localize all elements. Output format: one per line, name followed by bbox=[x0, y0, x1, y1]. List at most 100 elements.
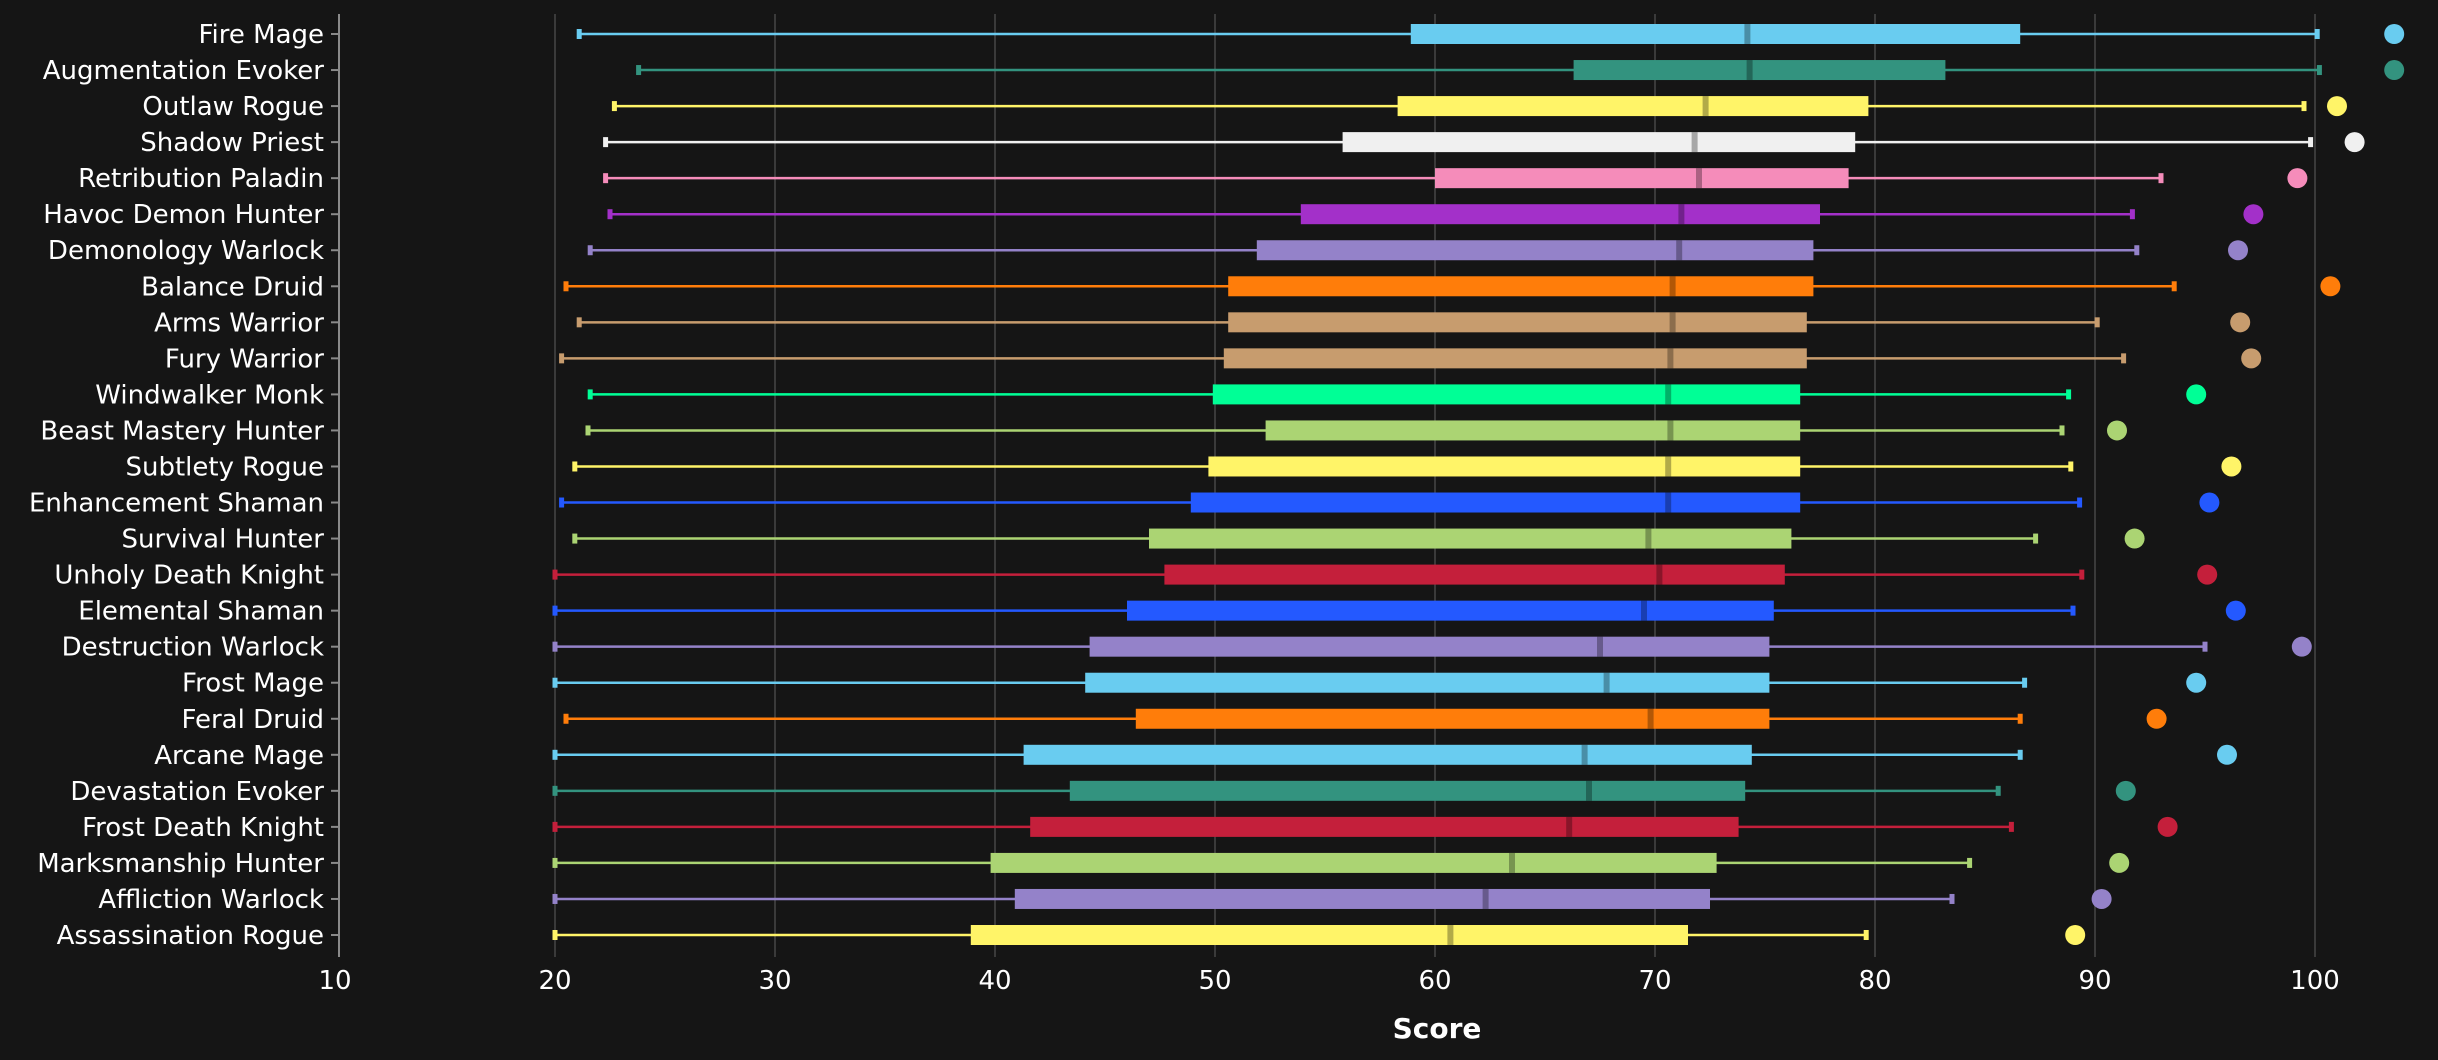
whisker-min-cap bbox=[559, 353, 565, 364]
top-score-dot bbox=[2197, 564, 2218, 585]
top-score-dot bbox=[2186, 672, 2207, 693]
top-score-dot bbox=[2091, 888, 2112, 909]
box-row: Subtlety Rogue bbox=[125, 452, 2242, 482]
whisker-min-cap bbox=[587, 245, 593, 256]
iqr-box bbox=[970, 925, 1688, 945]
box-row: Enhancement Shaman bbox=[29, 489, 2220, 519]
x-tick-label: 20 bbox=[538, 966, 571, 996]
whisker-min-cap bbox=[552, 857, 558, 868]
median-marker bbox=[1665, 456, 1672, 477]
median-marker bbox=[1641, 600, 1647, 621]
whisker-max-cap bbox=[2202, 641, 2208, 652]
whisker-min-cap bbox=[572, 461, 578, 472]
category-label: Destruction Warlock bbox=[62, 633, 324, 663]
whisker-min-cap bbox=[636, 65, 642, 76]
whisker-max-cap bbox=[2068, 461, 2074, 472]
iqr-box bbox=[1212, 384, 1801, 405]
category-label: Windwalker Monk bbox=[95, 380, 324, 410]
median-marker bbox=[1645, 528, 1652, 549]
category-label: Fire Mage bbox=[198, 20, 324, 50]
box-rows: Fire Mage Augmentation Evoker Outlaw Rogue… bbox=[29, 20, 2405, 951]
x-tick-label: 10 bbox=[318, 966, 351, 996]
x-tick-label: 50 bbox=[1198, 966, 1231, 996]
box-row: Elemental Shaman bbox=[78, 597, 2246, 627]
median-marker bbox=[1669, 312, 1676, 333]
box-row: Retribution Paladin bbox=[78, 164, 2308, 194]
top-score-dot bbox=[2344, 132, 2365, 153]
iqr-box bbox=[1023, 744, 1752, 765]
whisker-max-cap bbox=[2022, 677, 2028, 688]
iqr-box bbox=[1135, 708, 1770, 729]
top-score-dot bbox=[2186, 384, 2207, 405]
whisker-max-cap bbox=[2158, 173, 2164, 184]
category-label: Arcane Mage bbox=[154, 741, 324, 771]
median-marker bbox=[1581, 744, 1588, 765]
x-tick-label: 60 bbox=[1418, 966, 1451, 996]
category-label: Shadow Priest bbox=[140, 128, 324, 158]
iqr-box bbox=[990, 852, 1717, 873]
category-label: Augmentation Evoker bbox=[43, 56, 325, 86]
top-score-dot bbox=[2320, 276, 2341, 297]
box-row: Arms Warrior bbox=[154, 308, 2251, 338]
whisker-max-cap bbox=[2134, 245, 2140, 256]
category-label: Demonology Warlock bbox=[48, 236, 324, 266]
iqr-box bbox=[1300, 204, 1820, 225]
x-tick-label: 90 bbox=[2078, 966, 2111, 996]
median-marker bbox=[1482, 888, 1489, 909]
category-label: Havoc Demon Hunter bbox=[43, 200, 324, 230]
whisker-min-cap bbox=[552, 605, 558, 616]
median-marker bbox=[1566, 816, 1573, 837]
median-marker bbox=[1696, 168, 1702, 189]
whisker-max-cap bbox=[2121, 353, 2127, 364]
median-marker bbox=[1586, 780, 1592, 801]
whisker-min-cap bbox=[587, 389, 593, 400]
box-row: Augmentation Evoker bbox=[43, 56, 2405, 86]
whisker-max-cap bbox=[2008, 821, 2014, 832]
top-score-dot bbox=[2241, 348, 2262, 369]
category-label: Survival Hunter bbox=[122, 525, 325, 555]
box-row: Arcane Mage bbox=[154, 741, 2237, 771]
median-marker bbox=[1702, 96, 1709, 117]
box-row: Survival Hunter bbox=[122, 525, 2145, 555]
box-row: Affliction Warlock bbox=[98, 885, 2112, 915]
top-score-dot bbox=[2217, 744, 2237, 765]
median-marker bbox=[1447, 925, 1454, 945]
median-marker bbox=[1744, 24, 1751, 44]
whisker-max-cap bbox=[2314, 29, 2320, 39]
iqr-box bbox=[1030, 816, 1739, 837]
iqr-box bbox=[1256, 240, 1814, 261]
category-label: Frost Mage bbox=[182, 669, 324, 699]
median-marker bbox=[1656, 564, 1663, 585]
median-marker bbox=[1509, 852, 1515, 873]
whisker-max-cap bbox=[2070, 605, 2076, 616]
top-score-dot bbox=[2065, 925, 2086, 945]
x-tick-label: 40 bbox=[978, 966, 1011, 996]
median-marker bbox=[1603, 672, 1610, 693]
median-marker bbox=[1647, 708, 1654, 729]
category-label: Outlaw Rogue bbox=[142, 92, 324, 122]
iqr-box bbox=[1573, 60, 1946, 81]
box-row: Feral Druid bbox=[181, 705, 2167, 735]
whisker-max-cap bbox=[1967, 857, 1973, 868]
iqr-box bbox=[1127, 600, 1774, 621]
whisker-min-cap bbox=[563, 281, 569, 292]
whisker-min-cap bbox=[576, 29, 582, 39]
box-row: Outlaw Rogue bbox=[142, 92, 2347, 122]
gridlines bbox=[554, 14, 2316, 957]
whisker-min-cap bbox=[552, 785, 558, 796]
iqr-box bbox=[1435, 168, 1849, 189]
top-score-dot bbox=[2287, 168, 2308, 189]
top-score-dot bbox=[2107, 420, 2127, 441]
iqr-box bbox=[1085, 672, 1770, 693]
whisker-max-cap bbox=[2077, 497, 2083, 508]
iqr-box bbox=[1164, 564, 1785, 585]
whisker-max-cap bbox=[2059, 425, 2065, 436]
top-score-dot bbox=[2199, 492, 2220, 513]
whisker-min-cap bbox=[552, 749, 558, 760]
whisker-max-cap bbox=[2017, 713, 2023, 724]
median-marker bbox=[1667, 420, 1674, 441]
category-label: Beast Mastery Hunter bbox=[40, 416, 324, 446]
iqr-box bbox=[1223, 348, 1807, 369]
iqr-box bbox=[1069, 780, 1746, 801]
